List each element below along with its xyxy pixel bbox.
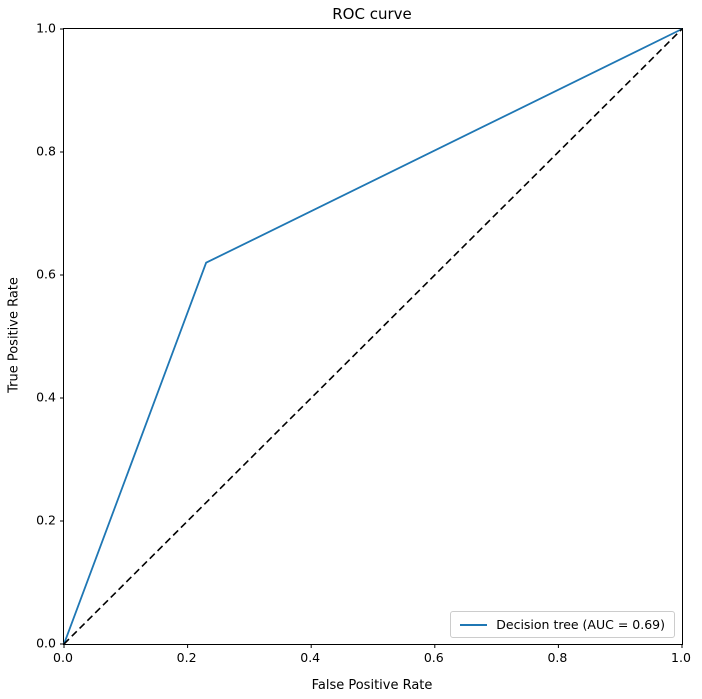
plot-area: Decision tree (AUC = 0.69) xyxy=(60,28,683,648)
plot-canvas xyxy=(60,28,683,648)
chart-title: ROC curve xyxy=(332,5,412,23)
roc-curve-line xyxy=(63,28,683,645)
legend: Decision tree (AUC = 0.69) xyxy=(450,611,675,638)
y-tick-label: 1.0 xyxy=(36,20,56,36)
y-tick-label: 0.6 xyxy=(36,266,56,282)
x-tick-label: 1.0 xyxy=(671,650,691,665)
legend-line-icon xyxy=(460,623,488,626)
y-tick-label: 0.4 xyxy=(36,389,56,405)
x-tick-label: 0.6 xyxy=(423,650,444,665)
x-axis-label: False Positive Rate xyxy=(311,678,433,693)
y-tick-label: 0.0 xyxy=(36,635,56,651)
x-tick-label: 0.4 xyxy=(300,650,321,665)
x-tick-label: 0.0 xyxy=(53,650,73,665)
y-axis-label: True Positive Rate xyxy=(6,277,22,393)
legend-label: Decision tree (AUC = 0.69) xyxy=(496,617,665,632)
x-tick-label: 0.2 xyxy=(176,650,197,665)
x-tick-label: 0.8 xyxy=(547,650,568,665)
y-tick-label: 0.2 xyxy=(36,512,56,528)
chance-diagonal-line xyxy=(63,28,683,645)
y-tick-label: 0.8 xyxy=(36,143,56,159)
